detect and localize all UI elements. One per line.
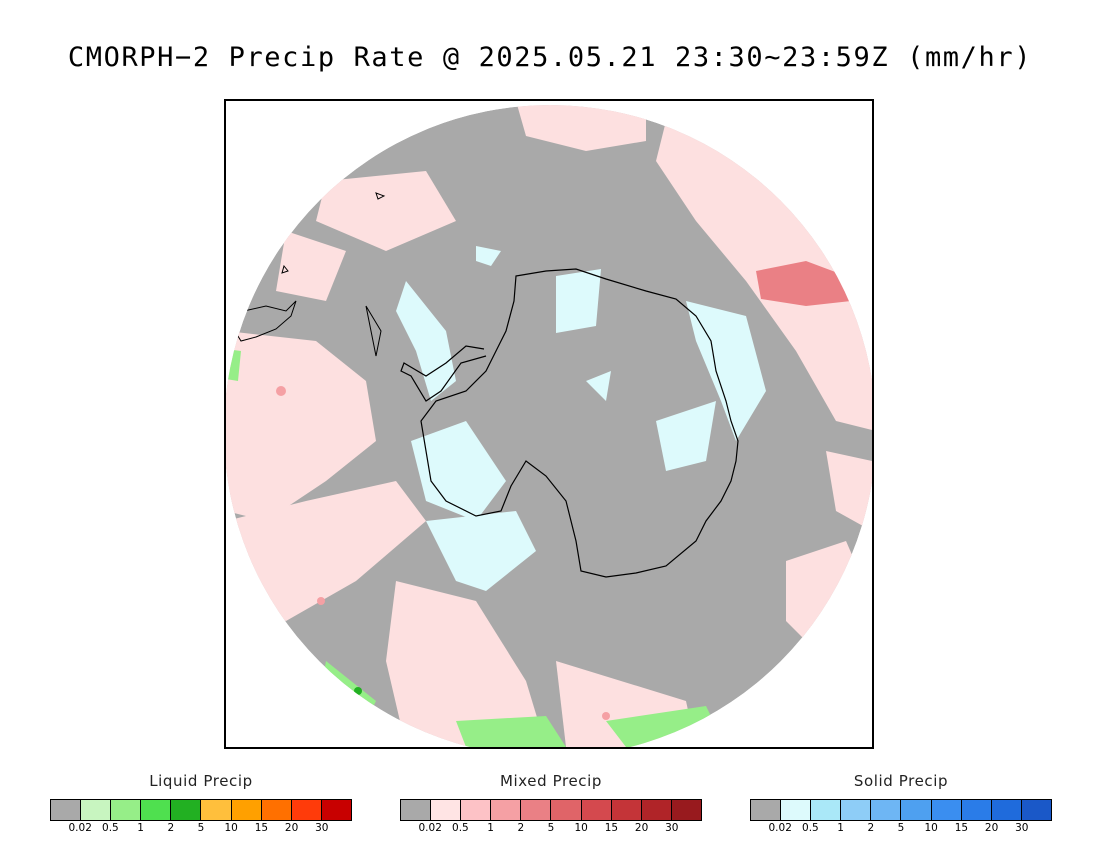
legend-swatch	[751, 800, 782, 820]
legend-tick-label: 1	[837, 822, 844, 834]
legend-tick-label: 5	[197, 822, 205, 834]
mixed-precip-moderate-areas	[756, 261, 851, 306]
legend-tick-label: 2	[167, 822, 175, 834]
legend-swatch	[961, 800, 992, 820]
legend-color-bar	[400, 799, 702, 821]
map-title: CMORPH−2 Precip Rate @ 2025.05.21 23:30~…	[67, 42, 1033, 73]
solid-precip-areas	[396, 246, 766, 591]
legend-swatch	[291, 800, 322, 820]
legend-swatch	[491, 800, 522, 820]
legend-tick-label: 10	[574, 822, 588, 834]
legend-tick-label: 1	[137, 822, 144, 834]
ocean-background	[226, 105, 872, 747]
legend-mixed: Mixed Precip 0.02 0.5 1 2 5 10 15 20 30	[400, 772, 702, 836]
legend-swatch	[551, 800, 582, 820]
legend-tick-label: 20	[984, 822, 999, 834]
legend-tick-label: 5	[897, 822, 905, 834]
legend-tick-label: 0.02	[768, 822, 792, 834]
legend-tick-label: 0.5	[102, 822, 119, 834]
legend-liquid: Liquid Precip 0.02 0.5 1 2 5 10 15 20 30	[50, 772, 352, 836]
legend-color-bar	[50, 799, 352, 821]
legend-tick-label: 15	[954, 822, 969, 834]
legend-tick-label: 30	[665, 822, 679, 834]
antarctic-peninsula-coastline	[400, 345, 487, 402]
legend-tick-label: 30	[1015, 822, 1029, 834]
legend-swatch	[231, 800, 262, 820]
antarctica-coastline	[420, 268, 739, 578]
legend-tick-label: 10	[924, 822, 938, 834]
legend-swatch	[81, 800, 112, 820]
map-frame	[224, 99, 874, 749]
legend-swatch	[931, 800, 962, 820]
legend-swatch	[51, 800, 82, 820]
legend-ticks: 0.02 0.5 1 2 5 10 15 20 30	[50, 822, 352, 836]
legend-swatch	[781, 800, 812, 820]
legend-tick-label: 0.02	[68, 822, 92, 834]
islands-coastline	[281, 192, 386, 357]
legend-swatch	[811, 800, 842, 820]
legend-swatch	[201, 800, 232, 820]
legend-tick-label: 0.5	[452, 822, 469, 834]
legend-tick-label: 15	[604, 822, 619, 834]
legend-swatch	[611, 800, 642, 820]
legend-swatch	[141, 800, 172, 820]
legend-swatch	[111, 800, 142, 820]
mixed-precip-spots	[276, 386, 610, 720]
legend-ticks: 0.02 0.5 1 2 5 10 15 20 30	[400, 822, 702, 836]
legend-ticks: 0.02 0.5 1 2 5 10 15 20 30	[750, 822, 1052, 836]
legend-color-bar	[750, 799, 1052, 821]
legend-swatch	[261, 800, 292, 820]
legend-swatch	[461, 800, 492, 820]
legend-swatch	[171, 800, 202, 820]
legend-title: Solid Precip	[853, 772, 949, 790]
legend-swatch	[401, 800, 432, 820]
legend-tick-label: 5	[547, 822, 555, 834]
liquid-precip-heavy-spot	[354, 687, 362, 695]
legend-tick-label: 0.02	[418, 822, 442, 834]
legend-tick-label: 15	[254, 822, 269, 834]
legend-tick-label: 20	[634, 822, 649, 834]
legend-swatch	[841, 800, 872, 820]
legend-tick-label: 10	[224, 822, 238, 834]
legend-title: Mixed Precip	[499, 772, 603, 790]
legend-swatch	[581, 800, 612, 820]
legend-swatch	[991, 800, 1022, 820]
legend-swatch	[871, 800, 902, 820]
legend-title: Liquid Precip	[149, 772, 253, 790]
precip-map	[226, 105, 872, 747]
legend-tick-label: 2	[517, 822, 525, 834]
south-america-coastline	[235, 300, 297, 342]
legend-solid: Solid Precip 0.02 0.5 1 2 5 10 15 20 30	[750, 772, 1052, 836]
legend-tick-label: 20	[284, 822, 299, 834]
legend-swatch	[1021, 800, 1051, 820]
legend-tick-label: 30	[315, 822, 329, 834]
legend-swatch	[431, 800, 462, 820]
legend-swatch	[321, 800, 351, 820]
legend-tick-label: 0.5	[802, 822, 819, 834]
legend-swatch	[521, 800, 552, 820]
legend-swatch	[901, 800, 932, 820]
legend-swatch	[641, 800, 672, 820]
legend-tick-label: 1	[487, 822, 494, 834]
legend-tick-label: 2	[867, 822, 875, 834]
legend-swatch	[671, 800, 701, 820]
